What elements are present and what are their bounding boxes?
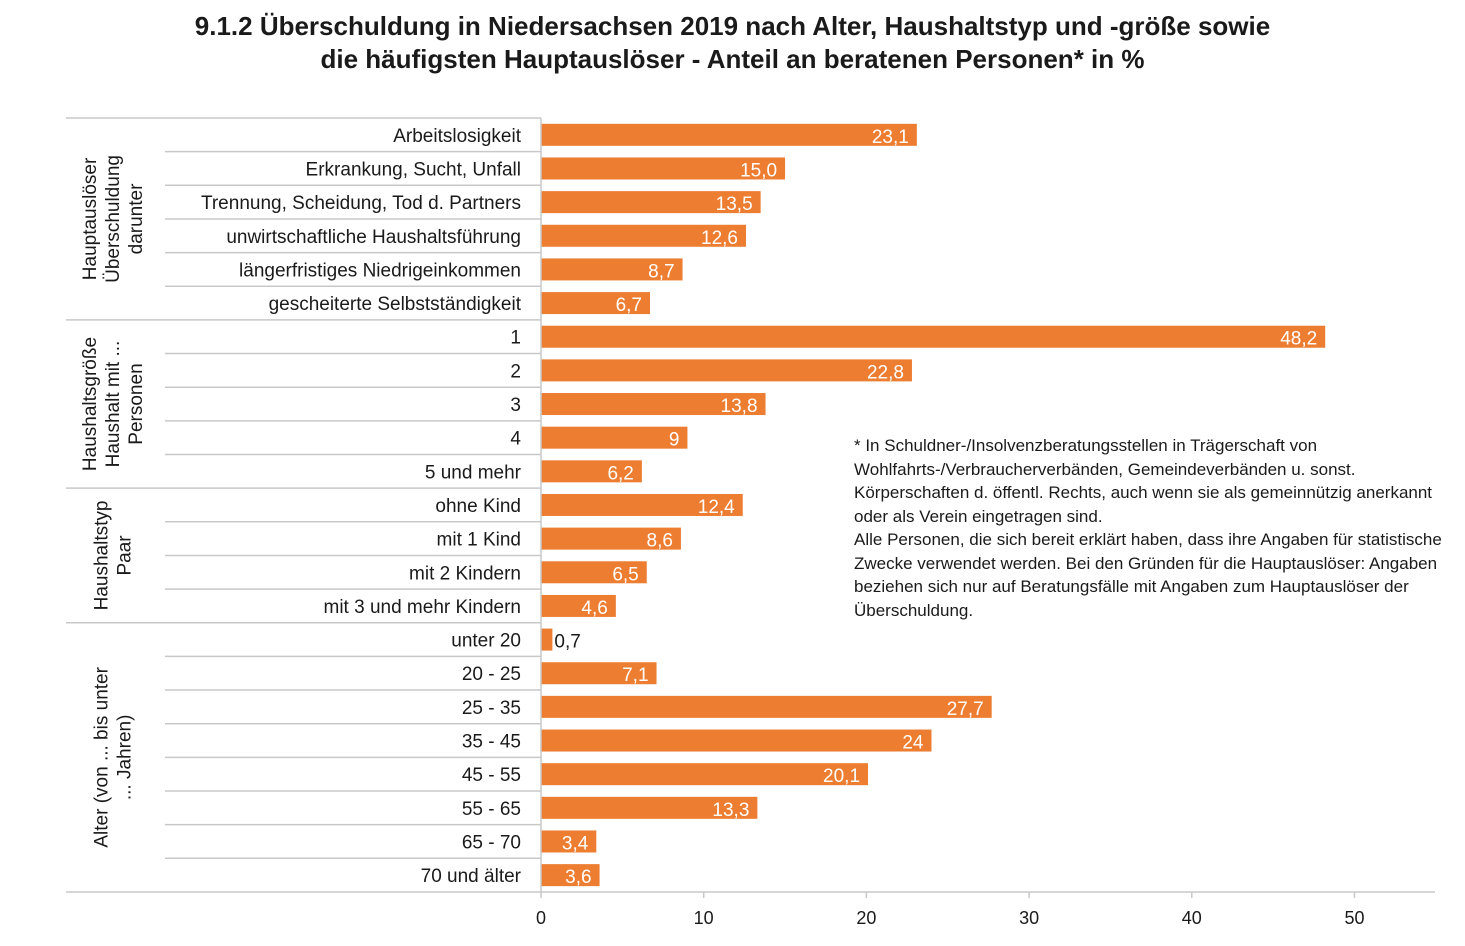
data-label: 8,7 (648, 261, 674, 282)
bar (541, 830, 597, 853)
bar (541, 123, 917, 146)
category-label: 1 (510, 328, 521, 349)
data-label: 13,5 (716, 194, 753, 215)
category-label: mit 2 Kindern (409, 563, 521, 584)
data-label: 27,7 (947, 699, 984, 720)
category-label: 25 - 35 (462, 698, 521, 719)
category-label: 65 - 70 (462, 832, 521, 853)
x-tick-label: 50 (1344, 908, 1364, 928)
group-label-line: Haushaltstyp (92, 501, 113, 611)
x-tick-label: 20 (856, 908, 876, 928)
bar (541, 325, 1326, 348)
category-label: längerfristiges Niedrigeinkommen (239, 260, 521, 281)
bar (541, 426, 688, 449)
category-label: 70 und älter (421, 866, 522, 887)
category-label: ohne Kind (435, 496, 521, 517)
data-label: 6,7 (616, 295, 642, 316)
category-label: Arbeitslosigkeit (393, 126, 521, 147)
bar (541, 695, 992, 718)
data-label: 8,6 (647, 531, 673, 552)
data-label: 9 (669, 430, 680, 451)
bar (541, 493, 743, 516)
category-label: 45 - 55 (462, 765, 521, 786)
data-label: 23,1 (872, 127, 909, 148)
category-label: 3 (510, 395, 521, 416)
group-label-line: Überschuldung (103, 155, 124, 283)
bar (541, 527, 681, 550)
data-label: 13,3 (712, 800, 749, 821)
group-label-line: Hauptauslöser (80, 157, 101, 280)
category-label: 2 (510, 361, 521, 382)
category-label: 4 (510, 429, 521, 450)
bar (541, 191, 761, 214)
bar (541, 628, 553, 651)
bar (541, 763, 869, 786)
data-label: 7,1 (622, 665, 648, 686)
bar (541, 258, 683, 281)
bar (541, 359, 912, 382)
category-label: gescheiterte Selbstständigkeit (269, 294, 522, 315)
x-tick-label: 30 (1019, 908, 1039, 928)
data-label: 13,8 (721, 396, 758, 417)
data-label: 0,7 (554, 632, 580, 653)
group-label-line: Haushaltsgröße (80, 337, 101, 471)
data-label: 6,2 (607, 463, 633, 484)
bar (541, 292, 651, 315)
category-label: 35 - 45 (462, 732, 521, 753)
group-label-line: Haushalt mit ... (103, 341, 124, 468)
data-label: 12,4 (698, 497, 735, 518)
group-label: Haushaltstyp Paar (92, 501, 136, 611)
chart-title-line-1: 9.1.2 Überschuldung in Niedersachsen 201… (194, 11, 1271, 41)
bar (541, 729, 932, 752)
chart-title-line-2: die häufigsten Hauptauslöser - Anteil an… (320, 44, 1145, 74)
bar (541, 393, 766, 416)
group-label-line: Personen (126, 363, 147, 444)
data-label: 6,5 (612, 564, 638, 585)
category-label: mit 3 und mehr Kindern (324, 597, 522, 618)
bar (541, 662, 657, 685)
x-tick-label: 0 (536, 908, 546, 928)
bar (541, 224, 747, 247)
group-label: Alter (von ... bis unter... Jahren) (92, 666, 136, 847)
footnote: * In Schuldner-/Insolvenzberatungsstelle… (854, 436, 1442, 620)
category-label: 5 und mehr (425, 462, 522, 483)
bar (541, 864, 600, 887)
bar (541, 157, 786, 180)
bar (541, 594, 616, 617)
chart-title: 9.1.2 Überschuldung in Niedersachsen 201… (0, 10, 1465, 76)
data-label: 24 (902, 733, 924, 754)
data-label: 15,0 (740, 160, 777, 181)
category-label: unter 20 (451, 631, 521, 652)
data-label: 22,8 (867, 362, 904, 383)
group-label: Haushaltsgröße Haushalt mit ... Personen (80, 337, 147, 471)
category-label: unwirtschaftliche Haushaltsführung (226, 227, 521, 248)
group-label-line: Alter (von ... bis unter (92, 666, 113, 847)
data-label: 3,4 (562, 833, 589, 854)
data-label: 4,6 (581, 598, 607, 619)
category-label: 55 - 65 (462, 799, 521, 820)
data-label: 48,2 (1280, 329, 1317, 350)
bar (541, 460, 642, 483)
data-label: 3,6 (565, 867, 591, 888)
group-label-line: Paar (115, 535, 136, 576)
bar (541, 561, 647, 584)
category-label: mit 1 Kind (437, 530, 521, 551)
category-label: 20 - 25 (462, 664, 521, 685)
group-label-line: ... Jahren) (115, 715, 136, 801)
category-label: Trennung, Scheidung, Tod d. Partners (201, 193, 521, 214)
bar (541, 796, 758, 819)
x-tick-label: 40 (1182, 908, 1202, 928)
data-label: 20,1 (823, 766, 860, 787)
data-label: 12,6 (701, 228, 738, 249)
group-label: Hauptauslöser Überschuldung darunter (80, 155, 147, 283)
x-tick-label: 10 (694, 908, 714, 928)
group-label-line: darunter (126, 183, 147, 254)
category-label: Erkrankung, Sucht, Unfall (306, 159, 521, 180)
